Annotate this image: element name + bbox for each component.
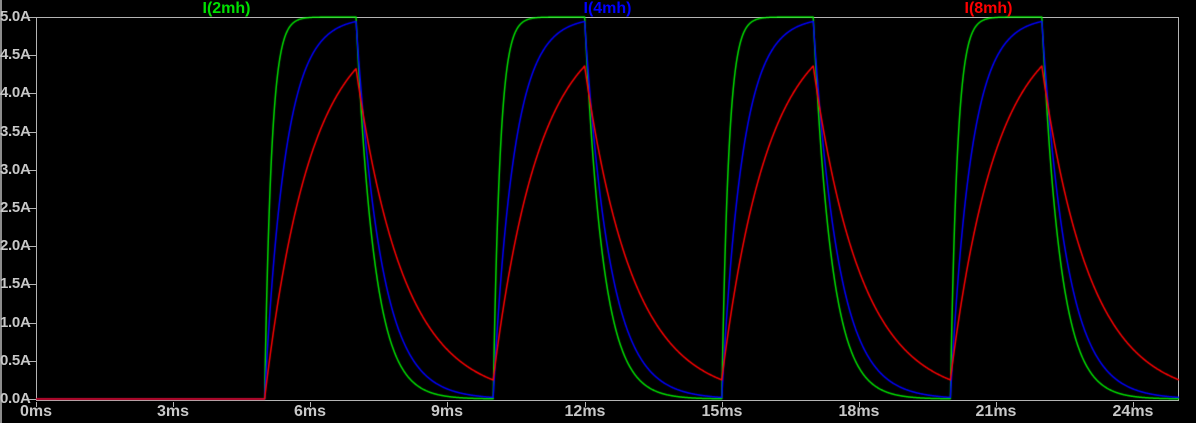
trace-legend: I(2mh) I(4mh) I(8mh) [0,0,1196,17]
y-axis-tick [29,323,36,324]
y-axis-tick-label: 0.5A [0,352,31,369]
x-axis-tick-label: 15ms [701,403,743,420]
x-axis-tick-label: 12ms [564,403,606,420]
x-axis-tick [585,402,586,407]
x-axis-tick [859,402,860,407]
x-axis-tick [996,402,997,407]
x-axis-tick-label: 0ms [19,403,53,420]
x-axis-tick [1133,402,1134,407]
y-axis-tick-label: 1.5A [0,275,31,292]
x-axis-tick-label: 9ms [430,403,464,420]
x-axis-tick [722,402,723,407]
y-axis-tick [29,208,36,209]
x-axis-tick [310,402,311,407]
x-axis-tick-label: 6ms [293,403,327,420]
legend-trace-1[interactable]: I(2mh) [202,0,251,17]
x-axis-tick [36,402,37,407]
y-axis-tick-label: 2.0A [0,237,31,254]
y-axis-tick [29,17,36,18]
y-axis-tick [29,399,36,400]
y-axis-tick-label: 3.0A [0,161,31,178]
x-axis-tick-label: 18ms [838,403,880,420]
y-axis-tick [29,93,36,94]
legend-trace-2[interactable]: I(4mh) [583,0,632,17]
x-axis-tick-label: 21ms [975,403,1017,420]
y-axis-tick-label: 5.0A [0,8,31,25]
y-axis-tick [29,170,36,171]
y-axis-tick [29,246,36,247]
legend-trace-3[interactable]: I(8mh) [964,0,1013,17]
y-axis-tick-label: 4.0A [0,84,31,101]
y-axis-tick-label: 4.5A [0,46,31,63]
y-axis-tick-label: 3.5A [0,123,31,140]
y-axis-tick [29,55,36,56]
y-axis-tick [29,284,36,285]
x-axis-tick [173,402,174,407]
y-axis-tick [29,132,36,133]
x-axis-tick-label: 3ms [156,403,190,420]
y-axis-tick-label: 1.0A [0,314,31,331]
y-axis-tick-label: 2.5A [0,199,31,216]
y-axis-tick-label: 0.0A [0,390,31,407]
y-axis-tick [29,361,36,362]
x-axis-tick [447,402,448,407]
x-axis-tick-label: 24ms [1112,403,1154,420]
